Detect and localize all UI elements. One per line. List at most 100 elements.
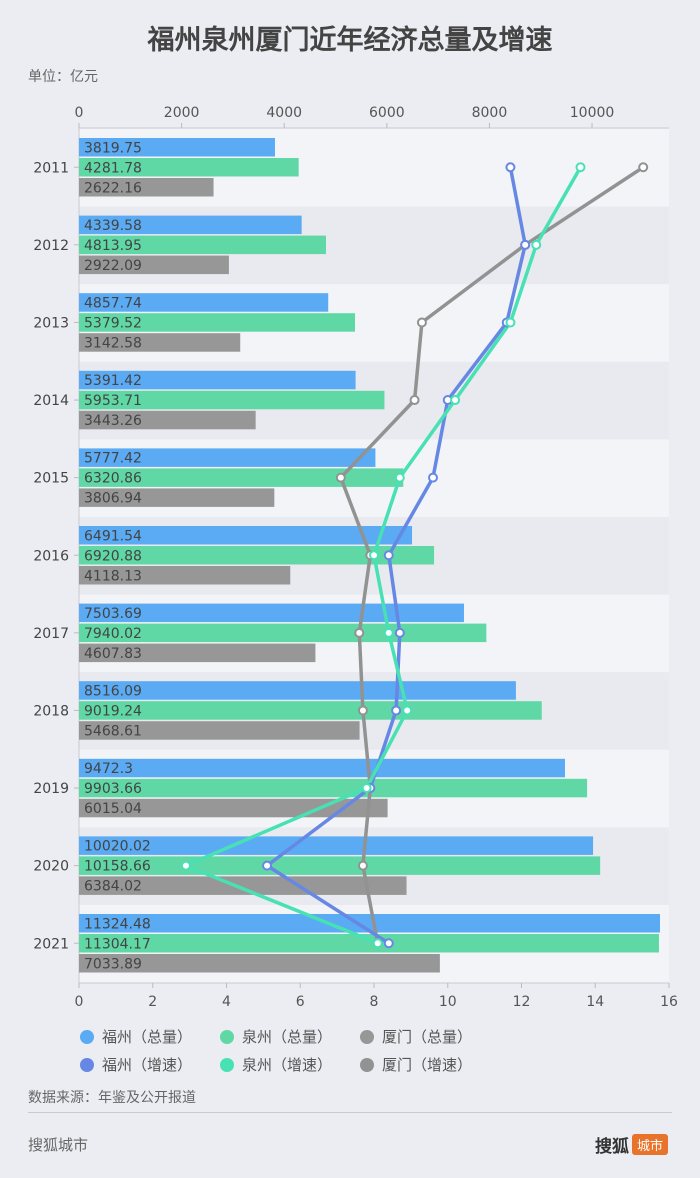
bottom-axis-tick-label: 0 — [75, 994, 84, 1010]
bottom-axis-tick-label: 14 — [586, 994, 604, 1010]
legend-dot — [80, 1057, 94, 1072]
growth-point — [383, 627, 394, 638]
footer-site-name: 搜狐城市 — [28, 1136, 89, 1154]
bar-value-label: 9903.66 — [84, 781, 142, 797]
legend-item-xiamen-growth[interactable]: 厦门（增速） — [360, 1054, 500, 1075]
category-label: 2016 — [33, 548, 69, 564]
bar — [79, 488, 275, 507]
bar — [79, 255, 229, 275]
bar — [79, 643, 316, 663]
growth-point — [450, 395, 461, 406]
bar — [79, 914, 660, 933]
bar — [79, 701, 542, 720]
economy-chart: 0 2000 4000 6000 8000 10000 0 2 4 6 8 10 12 14 16 2011 2… — [33, 105, 678, 1010]
legend-dot — [360, 1057, 374, 1072]
bar — [79, 293, 329, 312]
bar-value-label: 3142.58 — [84, 335, 142, 351]
growth-point — [505, 162, 516, 173]
bar — [79, 758, 565, 778]
bar — [79, 370, 356, 390]
bar-value-label: 11324.48 — [84, 916, 151, 932]
bar-value-label: 9472.3 — [84, 761, 133, 777]
bar-value-label: 10158.66 — [84, 859, 151, 875]
category-label: 2021 — [33, 936, 69, 952]
growth-point — [638, 162, 649, 173]
bar-value-label: 6015.04 — [84, 801, 142, 817]
legend-item-fuzhou-growth[interactable]: 福州（增速） — [80, 1054, 220, 1075]
legend-item-xiamen-total[interactable]: 厦门（总量） — [360, 1026, 500, 1047]
bar — [79, 448, 376, 467]
bar-value-label: 5777.42 — [84, 451, 142, 467]
top-axis-tick-label: 4000 — [266, 105, 302, 121]
bar-value-label: 6320.86 — [84, 471, 142, 487]
growth-point — [354, 627, 365, 638]
top-axis-tick-label: 0 — [75, 105, 84, 121]
growth-point — [361, 783, 372, 794]
bar-value-label: 5468.61 — [84, 723, 142, 739]
legend-item-fuzhou-total[interactable]: 福州（总量） — [80, 1026, 220, 1047]
legend-item-quanzhou-growth[interactable]: 泉州（增速） — [220, 1054, 360, 1075]
top-axis-tick-label: 8000 — [472, 105, 508, 121]
bar — [79, 390, 385, 410]
bar-value-label: 7940.02 — [84, 626, 142, 642]
bar — [79, 468, 404, 487]
bar — [79, 566, 291, 585]
bar — [79, 546, 435, 565]
growth-point — [262, 860, 273, 871]
bar-value-label: 6920.88 — [84, 548, 142, 564]
growth-point — [520, 239, 531, 250]
legend-label: 福州（增速） — [102, 1056, 193, 1074]
bar — [79, 681, 516, 700]
growth-point — [383, 550, 394, 561]
growth-point — [369, 550, 379, 561]
category-label: 2012 — [33, 238, 69, 254]
bottom-axis-tick-label: 4 — [222, 994, 231, 1010]
legend-label: 福州（总量） — [102, 1028, 193, 1046]
bar — [79, 313, 355, 332]
bar-value-label: 6491.54 — [84, 528, 142, 544]
category-label: 2018 — [33, 703, 69, 719]
bar-value-label: 5391.42 — [84, 373, 142, 389]
category-label: 2014 — [33, 393, 69, 409]
legend-item-quanzhou-total[interactable]: 泉州（总量） — [220, 1026, 360, 1047]
chart-title: 福州泉州厦门近年经济总量及增速 — [147, 25, 553, 56]
growth-point — [575, 162, 586, 173]
growth-point — [180, 860, 191, 871]
bottom-axis-tick-label: 8 — [370, 994, 379, 1010]
bar — [79, 158, 299, 177]
data-source-note: 数据来源：年鉴及公开报道 — [28, 1090, 196, 1106]
bar — [79, 603, 464, 623]
growth-point — [505, 317, 516, 328]
chart-legend: 福州（总量） 泉州（总量） 厦门（总量） 福州（增速） 泉州（增速） 厦门（增速… — [80, 1026, 500, 1075]
bar-value-label: 5379.52 — [84, 315, 142, 331]
bar — [79, 410, 256, 430]
bar-value-label: 9019.24 — [84, 703, 142, 719]
top-axis-tick-label: 2000 — [164, 105, 200, 121]
bar — [79, 623, 487, 643]
bar-value-label: 3806.94 — [84, 491, 142, 507]
top-axis-tick-label: 6000 — [369, 105, 405, 121]
bar — [79, 778, 588, 798]
growth-point — [531, 239, 542, 250]
bar-value-label: 3819.75 — [84, 140, 142, 156]
legend-label: 厦门（增速） — [382, 1056, 473, 1074]
footer-divider — [28, 1112, 672, 1113]
legend-label: 泉州（总量） — [242, 1028, 333, 1046]
category-label: 2011 — [33, 160, 69, 176]
footer-logo: 搜狐 城市 — [595, 1132, 668, 1157]
bar — [79, 526, 413, 545]
growth-point — [428, 472, 438, 483]
legend-label: 厦门（总量） — [382, 1028, 473, 1046]
bar-value-label: 8516.09 — [84, 683, 142, 699]
top-axis-tick-label: 10000 — [570, 105, 615, 121]
bottom-axis-tick-label: 6 — [296, 994, 305, 1010]
bar-value-label: 10020.02 — [84, 839, 151, 855]
bar — [79, 178, 214, 197]
bar-value-label: 7033.89 — [84, 956, 142, 972]
category-label: 2019 — [33, 781, 69, 797]
bar — [79, 333, 241, 352]
bar-value-label: 2622.16 — [84, 180, 142, 196]
growth-point — [372, 938, 383, 949]
category-label: 2020 — [33, 859, 69, 875]
bar-value-label: 4813.95 — [84, 238, 142, 254]
